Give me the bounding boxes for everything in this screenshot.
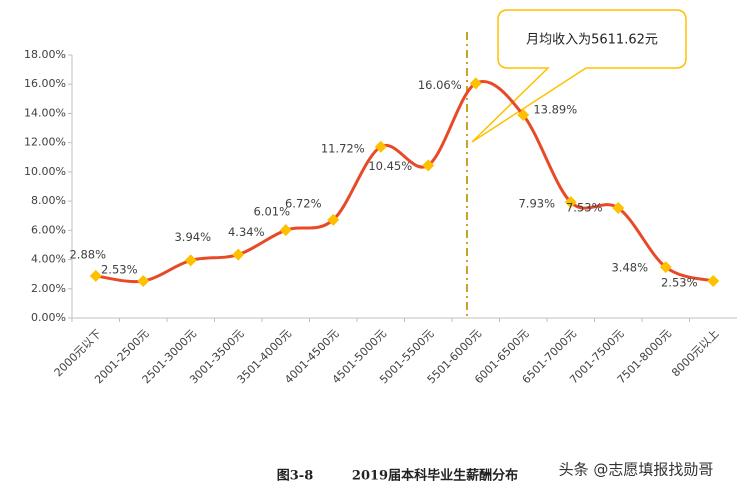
figure-label: 图3-8 — [277, 469, 314, 484]
watermark: 头条 @志愿填报找勋哥 — [559, 461, 714, 479]
y-tick-label: 4.00% — [31, 253, 66, 266]
value-label: 11.72% — [321, 141, 365, 155]
value-label: 2.53% — [101, 263, 138, 277]
value-label: 6.01% — [253, 205, 290, 219]
x-tick-label: 2000元以下 — [52, 327, 104, 379]
point-marker — [564, 196, 577, 209]
point-marker — [279, 224, 292, 237]
value-label: 16.06% — [418, 78, 462, 92]
point-marker — [659, 261, 672, 274]
point-marker — [422, 159, 435, 172]
value-label: 3.94% — [174, 230, 211, 244]
value-label: 13.89% — [533, 103, 577, 117]
series-line — [95, 80, 714, 284]
point-marker — [327, 213, 340, 226]
callout-box — [471, 9, 687, 143]
point-marker — [89, 269, 102, 282]
y-tick-label: 14.00% — [24, 106, 66, 119]
y-tick-label: 12.00% — [24, 136, 66, 149]
point-marker — [184, 254, 197, 267]
point-marker — [469, 77, 482, 90]
point-marker — [517, 109, 530, 122]
y-tick-label: 2.00% — [31, 282, 66, 295]
caption-title: 2019届本科毕业生薪酬分布 — [352, 468, 518, 484]
y-tick-label: 18.00% — [24, 48, 66, 61]
value-label: 3.48% — [611, 261, 648, 275]
y-tick-label: 0.00% — [31, 311, 66, 324]
value-label: 6.72% — [285, 196, 322, 210]
point-marker — [137, 275, 150, 288]
y-tick-label: 8.00% — [31, 194, 66, 207]
value-label: 4.34% — [228, 225, 265, 239]
y-tick-label: 6.00% — [31, 223, 66, 236]
annotation: 月均收入为5611.62元 — [526, 33, 658, 48]
value-label: 2.53% — [661, 276, 698, 290]
y-tick-label: 10.00% — [24, 165, 66, 178]
value-label: 7.53% — [566, 200, 603, 214]
point-marker — [612, 201, 625, 214]
point-marker — [707, 275, 720, 288]
y-tick-label: 16.00% — [24, 77, 66, 90]
point-marker — [232, 248, 245, 261]
point-marker — [374, 140, 387, 153]
value-label: 7.93% — [518, 197, 555, 211]
x-tick-label: 8000元以上 — [669, 327, 721, 379]
value-label: 10.45% — [368, 159, 412, 173]
value-label: 2.88% — [69, 247, 106, 261]
